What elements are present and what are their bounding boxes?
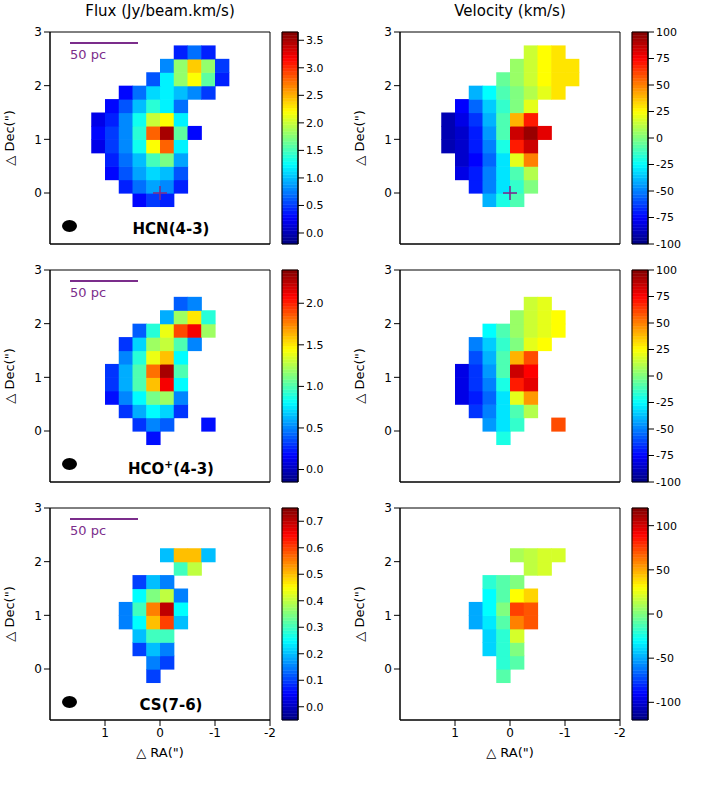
- svg-text:0: 0: [34, 186, 42, 200]
- svg-text:-50: -50: [656, 423, 674, 436]
- html-text:△ Dec("): △ Dec("): [351, 348, 367, 404]
- svg-text:50: 50: [656, 317, 670, 330]
- svg-text:1: 1: [384, 133, 392, 147]
- svg-text:0: 0: [384, 424, 392, 438]
- svg-text:1.0: 1.0: [306, 172, 324, 185]
- svg-text:0: 0: [34, 662, 42, 676]
- svg-text:1.0: 1.0: [306, 380, 324, 393]
- svg-text:100: 100: [656, 26, 677, 39]
- svg-text:-2: -2: [264, 726, 276, 740]
- svg-text:100: 100: [656, 520, 677, 533]
- svg-text:0.1: 0.1: [306, 674, 324, 687]
- svg-text:-75: -75: [656, 449, 674, 462]
- svg-text:-100: -100: [656, 476, 681, 489]
- svg-text:0: 0: [656, 608, 663, 621]
- html-text:50 pc: 50 pc: [70, 47, 107, 62]
- svg-text:100: 100: [656, 264, 677, 277]
- svg-text:1: 1: [101, 726, 109, 740]
- svg-text:1: 1: [34, 609, 42, 623]
- svg-text:3: 3: [384, 501, 392, 515]
- svg-text:0: 0: [384, 186, 392, 200]
- svg-text:-2: -2: [614, 726, 626, 740]
- svg-text:1: 1: [451, 726, 459, 740]
- html-text:50 pc: 50 pc: [70, 285, 107, 300]
- svg-text:0: 0: [506, 726, 514, 740]
- svg-text:-50: -50: [656, 185, 674, 198]
- svg-text:3: 3: [384, 25, 392, 39]
- svg-text:25: 25: [656, 105, 670, 118]
- svg-text:-100: -100: [656, 696, 681, 709]
- svg-text:-25: -25: [656, 396, 674, 409]
- html-text:Velocity (km/s): Velocity (km/s): [454, 2, 566, 20]
- svg-text:0: 0: [34, 424, 42, 438]
- svg-text:0.5: 0.5: [306, 199, 324, 212]
- svg-text:3.0: 3.0: [306, 62, 324, 75]
- svg-text:-100: -100: [656, 238, 681, 251]
- svg-text:2: 2: [384, 555, 392, 569]
- svg-text:1.5: 1.5: [306, 144, 324, 157]
- svg-text:50: 50: [656, 79, 670, 92]
- svg-text:-25: -25: [656, 158, 674, 171]
- html-text:50 pc: 50 pc: [70, 523, 107, 538]
- svg-text:2.0: 2.0: [306, 117, 324, 130]
- svg-text:3: 3: [34, 25, 42, 39]
- svg-text:0.0: 0.0: [306, 701, 324, 714]
- html-text:△ Dec("): △ Dec("): [1, 110, 17, 166]
- html-text:△ RA("): △ RA("): [486, 745, 534, 760]
- svg-text:1.5: 1.5: [306, 339, 324, 352]
- svg-text:1: 1: [34, 371, 42, 385]
- html-text:△ Dec("): △ Dec("): [1, 586, 17, 642]
- svg-text:0.3: 0.3: [306, 621, 324, 634]
- svg-text:3: 3: [384, 263, 392, 277]
- svg-text:3: 3: [34, 263, 42, 277]
- svg-text:-75: -75: [656, 211, 674, 224]
- svg-text:25: 25: [656, 343, 670, 356]
- svg-text:0.7: 0.7: [306, 515, 324, 528]
- html-text:△ Dec("): △ Dec("): [351, 110, 367, 166]
- svg-text:75: 75: [656, 290, 670, 303]
- html-text:HCN(4-3): HCN(4-3): [132, 220, 210, 238]
- html-text:CS(7-6): CS(7-6): [139, 696, 203, 714]
- svg-text:0: 0: [656, 370, 663, 383]
- svg-text:0: 0: [156, 726, 164, 740]
- svg-text:2: 2: [384, 317, 392, 331]
- svg-text:-1: -1: [209, 726, 221, 740]
- svg-text:0.5: 0.5: [306, 422, 324, 435]
- svg-text:0: 0: [384, 662, 392, 676]
- svg-text:0.4: 0.4: [306, 595, 324, 608]
- svg-text:1: 1: [384, 609, 392, 623]
- html-text:△ RA("): △ RA("): [136, 745, 184, 760]
- svg-text:2: 2: [34, 79, 42, 93]
- svg-text:0.0: 0.0: [306, 463, 324, 476]
- svg-text:50: 50: [656, 564, 670, 577]
- svg-text:3: 3: [34, 501, 42, 515]
- svg-text:-1: -1: [559, 726, 571, 740]
- svg-text:2: 2: [384, 79, 392, 93]
- svg-text:0.0: 0.0: [306, 227, 324, 240]
- svg-text:2.5: 2.5: [306, 89, 324, 102]
- svg-text:1: 1: [384, 371, 392, 385]
- html-text:△ Dec("): △ Dec("): [351, 586, 367, 642]
- svg-text:-50: -50: [656, 652, 674, 665]
- svg-text:2.0: 2.0: [306, 297, 324, 310]
- svg-text:2: 2: [34, 317, 42, 331]
- svg-text:75: 75: [656, 52, 670, 65]
- html-text:△ Dec("): △ Dec("): [1, 348, 17, 404]
- svg-text:0: 0: [656, 132, 663, 145]
- svg-text:0.5: 0.5: [306, 568, 324, 581]
- svg-text:0.6: 0.6: [306, 542, 324, 555]
- svg-text:3.5: 3.5: [306, 34, 324, 47]
- svg-text:1: 1: [34, 133, 42, 147]
- svg-text:2: 2: [34, 555, 42, 569]
- svg-text:0.2: 0.2: [306, 648, 324, 661]
- html-text:HCO+(4-3): HCO+(4-3): [128, 458, 214, 478]
- html-text:Flux (Jy/beam.km/s): Flux (Jy/beam.km/s): [85, 2, 235, 20]
